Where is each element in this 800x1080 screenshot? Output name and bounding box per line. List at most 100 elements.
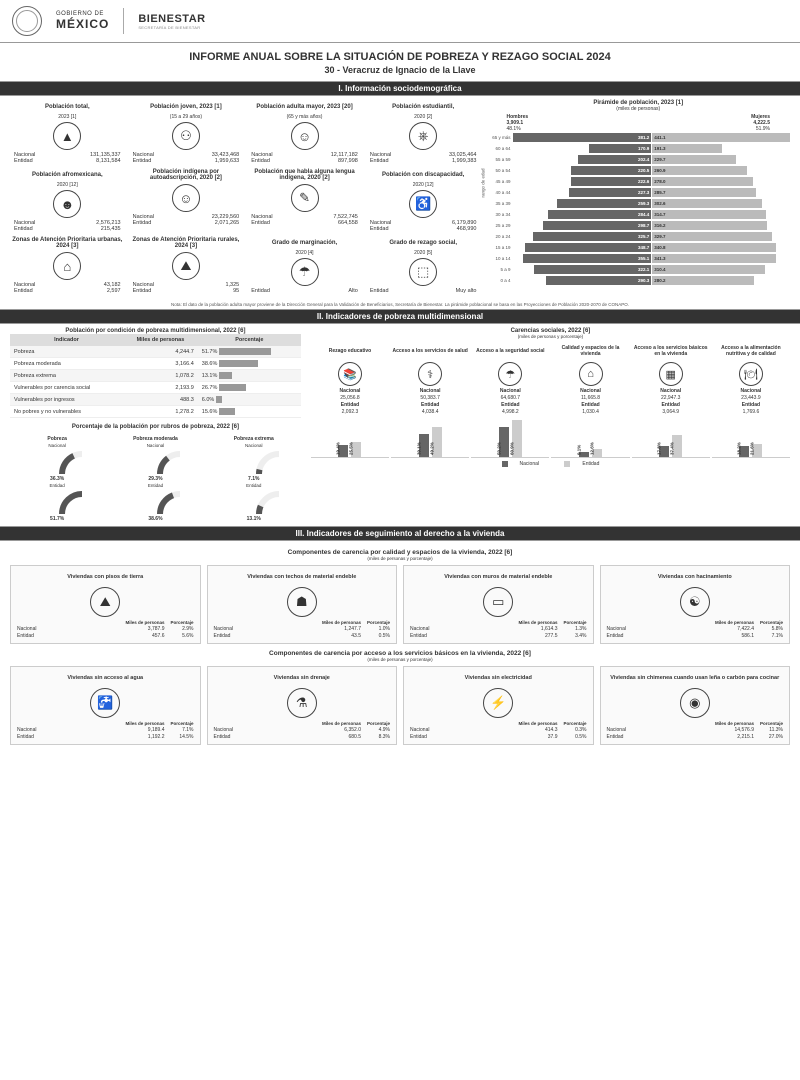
demo-card: Grado de rezago social,2020 [5]⬚EntidadM… — [366, 236, 481, 294]
carencia-card: Acceso a la alimentación nutritiva y de … — [712, 342, 790, 458]
housing-icon: ⛰ — [90, 587, 120, 617]
housing-card: Viviendas con techos de material endeble… — [207, 565, 398, 644]
section3: Componentes de carencia por calidad y es… — [0, 541, 800, 755]
demo-card: Población total,2023 [1]▲Nacional131,135… — [10, 100, 125, 164]
housing-icon: ◉ — [680, 688, 710, 718]
carencia-card: Calidad y espacios de la vivienda⌂ Nacio… — [551, 342, 629, 458]
poverty-left: Población por condición de pobreza multi… — [10, 328, 301, 522]
card-icon: ☺ — [172, 184, 200, 212]
page-header: GOBIERNO DE MÉXICO BIENESTAR SECRETARÍA … — [0, 0, 800, 43]
housing-icon: ⚗ — [287, 688, 317, 718]
demo-card: Población que habla alguna lengua indíge… — [247, 168, 362, 232]
section1-bar: I. Información sociodemográfica — [0, 81, 800, 96]
housing-card: Viviendas con hacinamiento☯ Miles de per… — [600, 565, 791, 644]
housing-quality-grid: Viviendas con pisos de tierra⛰ Miles de … — [10, 565, 790, 644]
pyramid-row: 0 a 4290.3280.2 — [486, 275, 790, 286]
section3-bar: III. Indicadores de seguimiento al derec… — [0, 526, 800, 541]
pyramid-row: 40 a 44227.3285.7 — [486, 187, 790, 198]
demo-card: Población estudiantil,2020 [2]⎈Nacional3… — [366, 100, 481, 164]
card-icon: ▲ — [53, 122, 81, 150]
card-icon: ⬚ — [409, 258, 437, 286]
housing-card: Viviendas sin drenaje⚗ Miles de personas… — [207, 666, 398, 745]
brand-block: BIENESTAR SECRETARÍA DE BIENESTAR — [138, 13, 205, 30]
pyramid-row: 30 a 34284.4314.7 — [486, 209, 790, 220]
carencia-card: Acceso a la seguridad social☂ Nacional64… — [471, 342, 549, 458]
housing-icon: ⚡ — [483, 688, 513, 718]
housing-icon: 🚰 — [90, 688, 120, 718]
poverty-table: IndicadorMiles de personasPorcentajePobr… — [10, 334, 301, 418]
s3b-title: Componentes de carencia por acceso a los… — [10, 650, 790, 657]
gauges-title: Porcentaje de la población por rubros de… — [10, 424, 301, 430]
footnote: Nota: El dato de la población adulta may… — [0, 302, 800, 307]
carencia-icon: ⚕ — [418, 362, 442, 386]
housing-icon: ☗ — [287, 587, 317, 617]
demo-card: Población indígena por autoadscripción, … — [129, 168, 244, 232]
card-icon: ⚇ — [172, 122, 200, 150]
card-icon: ♿ — [409, 190, 437, 218]
pyramid-head: Hombres3,909.148.1% Mujeres4,222.551.9% — [486, 114, 790, 132]
housing-card: Viviendas sin electricidad⚡ Miles de per… — [403, 666, 594, 745]
demo-cards: Población total,2023 [1]▲Nacional131,135… — [10, 100, 480, 294]
separator — [123, 8, 124, 34]
brand-sub: SECRETARÍA DE BIENESTAR — [138, 25, 205, 30]
carencia-icon: ▦ — [659, 362, 683, 386]
gauge: Pobreza moderada Nacional 29.3% Entidad … — [108, 436, 202, 522]
pyramid-row: 50 a 54220.5260.9 — [486, 165, 790, 176]
housing-card: Viviendas sin chimenea cuando usan leña … — [600, 666, 791, 745]
s3a-title: Componentes de carencia por calidad y es… — [10, 549, 790, 556]
pyramid-row: 20 a 24325.7329.7 — [486, 231, 790, 242]
report-subtitle: 30 - Veracruz de Ignacio de la Llave — [0, 65, 800, 75]
carencia-card: Acceso a los servicios básicos en la viv… — [632, 342, 710, 458]
demo-card: Grado de marginación,2020 [4]☂EntidadAlt… — [247, 236, 362, 294]
pyramid-row: 55 a 59202.4229.7 — [486, 154, 790, 165]
carencias-sub: (miles de personas y porcentaje) — [311, 334, 790, 339]
carencias-grid: Rezago educativo📚 Nacional25,056.8Entida… — [311, 342, 790, 458]
s3b-sub: (miles de personas y porcentaje) — [10, 657, 790, 662]
card-icon: ☺ — [291, 122, 319, 150]
pyramid-row: 15 a 19348.7340.8 — [486, 242, 790, 253]
gauge: Pobreza Nacional 36.3% Entidad 51.7% — [10, 436, 104, 522]
carencia-icon: 🍽 — [739, 362, 763, 386]
demo-card: Población adulta mayor, 2023 [20](65 y m… — [247, 100, 362, 164]
carencias-legend: Nacional Entidad — [311, 461, 790, 467]
pyramid-row: 65 y más381.2441.1 — [486, 132, 790, 143]
card-icon: ☂ — [291, 258, 319, 286]
demo-card: Población afromexicana,2020 [12]☻Naciona… — [10, 168, 125, 232]
pyramid-chart: rango de edad 65 y más381.2441.160 a 641… — [486, 132, 790, 286]
brand: BIENESTAR — [138, 13, 205, 25]
pyramid-row: 5 a 9322.1310.4 — [486, 264, 790, 275]
section2-bar: II. Indicadores de pobreza multidimensio… — [0, 309, 800, 324]
pyramid-row: 25 a 29298.7316.2 — [486, 220, 790, 231]
section2: Población por condición de pobreza multi… — [0, 324, 800, 526]
housing-services-grid: Viviendas sin acceso al agua🚰 Miles de p… — [10, 666, 790, 745]
housing-card: Viviendas con muros de material endeble▭… — [403, 565, 594, 644]
section1: Población total,2023 [1]▲Nacional131,135… — [0, 96, 800, 298]
card-icon: ✎ — [291, 184, 319, 212]
demo-card: Zonas de Atención Prioritaria rurales, 2… — [129, 236, 244, 294]
pyramid-row: 60 a 64170.9191.3 — [486, 143, 790, 154]
carencia-card: Rezago educativo📚 Nacional25,056.8Entida… — [311, 342, 389, 458]
card-icon: ⛰ — [172, 252, 200, 280]
carencia-icon: ⌂ — [579, 362, 603, 386]
carencia-icon: ☂ — [498, 362, 522, 386]
poverty-gauges: Pobreza Nacional 36.3% Entidad 51.7%Pobr… — [10, 436, 301, 522]
carencia-icon: 📚 — [338, 362, 362, 386]
carencias-block: Carencias sociales, 2022 [6] (miles de p… — [311, 328, 790, 522]
card-icon: ☻ — [53, 190, 81, 218]
pyramid-ylabel: rango de edad — [481, 168, 486, 197]
demo-card: Zonas de Atención Prioritaria urbanas, 2… — [10, 236, 125, 294]
mexico-seal-icon — [12, 6, 42, 36]
gauge: Pobreza extrema Nacional 7.1% Entidad 13… — [207, 436, 301, 522]
demo-card: Población con discapacidad,2020 [12]♿Nac… — [366, 168, 481, 232]
card-icon: ⌂ — [53, 252, 81, 280]
s3a-sub: (miles de personas y porcentaje) — [10, 556, 790, 561]
population-pyramid: Pirámide de población, 2023 [1] (miles d… — [486, 100, 790, 294]
housing-card: Viviendas sin acceso al agua🚰 Miles de p… — [10, 666, 201, 745]
housing-icon: ▭ — [483, 587, 513, 617]
housing-card: Viviendas con pisos de tierra⛰ Miles de … — [10, 565, 201, 644]
gov-line2: MÉXICO — [56, 17, 109, 31]
housing-icon: ☯ — [680, 587, 710, 617]
demo-card: Población joven, 2023 [1](15 a 29 años)⚇… — [129, 100, 244, 164]
pyramid-row: 35 a 39259.3302.6 — [486, 198, 790, 209]
report-title: INFORME ANUAL SOBRE LA SITUACIÓN DE POBR… — [0, 51, 800, 63]
